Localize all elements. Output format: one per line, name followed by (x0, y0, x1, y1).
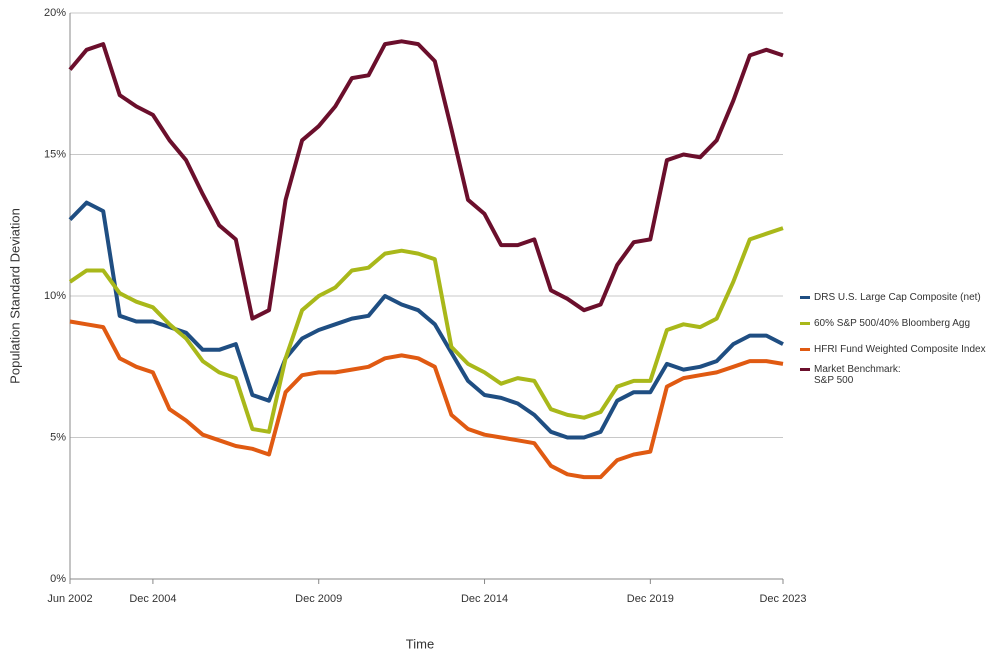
series-line (68, 226, 784, 434)
legend-label: 60% S&P 500/40% Bloomberg Agg (814, 318, 971, 329)
legend-item: 60% S&P 500/40% Bloomberg Agg (800, 318, 970, 329)
legend-swatch (800, 368, 810, 371)
legend-item: Market Benchmark: S&P 500 (800, 364, 901, 386)
y-tick-label: 15% (44, 148, 66, 160)
y-tick-label: 20% (44, 7, 66, 19)
x-tick-label: Dec 2023 (759, 593, 806, 605)
x-tick-label: Dec 2004 (129, 593, 176, 605)
y-tick-label: 10% (44, 290, 66, 302)
legend-label: Market Benchmark: S&P 500 (814, 364, 901, 386)
x-axis-title: Time (406, 636, 434, 651)
y-axis-title: Population Standard Deviation (7, 208, 22, 384)
legend-item: DRS U.S. Large Cap Composite (net) (800, 292, 981, 303)
x-tick-label: Dec 2009 (295, 593, 342, 605)
legend-item: HFRI Fund Weighted Composite Index (800, 344, 986, 355)
x-tick-label: Jun 2002 (47, 593, 92, 605)
legend-label: DRS U.S. Large Cap Composite (net) (814, 292, 981, 303)
series-line (69, 319, 784, 480)
x-tick-label: Dec 2014 (461, 593, 508, 605)
legend-swatch (800, 296, 810, 299)
y-tick-label: 5% (50, 431, 66, 443)
legend-label: HFRI Fund Weighted Composite Index (814, 344, 986, 355)
series-line (68, 200, 784, 440)
y-tick-label: 0% (50, 573, 66, 585)
legend-swatch (800, 348, 810, 351)
series-line (68, 39, 784, 321)
legend-swatch (800, 322, 810, 325)
x-tick-label: Dec 2019 (627, 593, 674, 605)
